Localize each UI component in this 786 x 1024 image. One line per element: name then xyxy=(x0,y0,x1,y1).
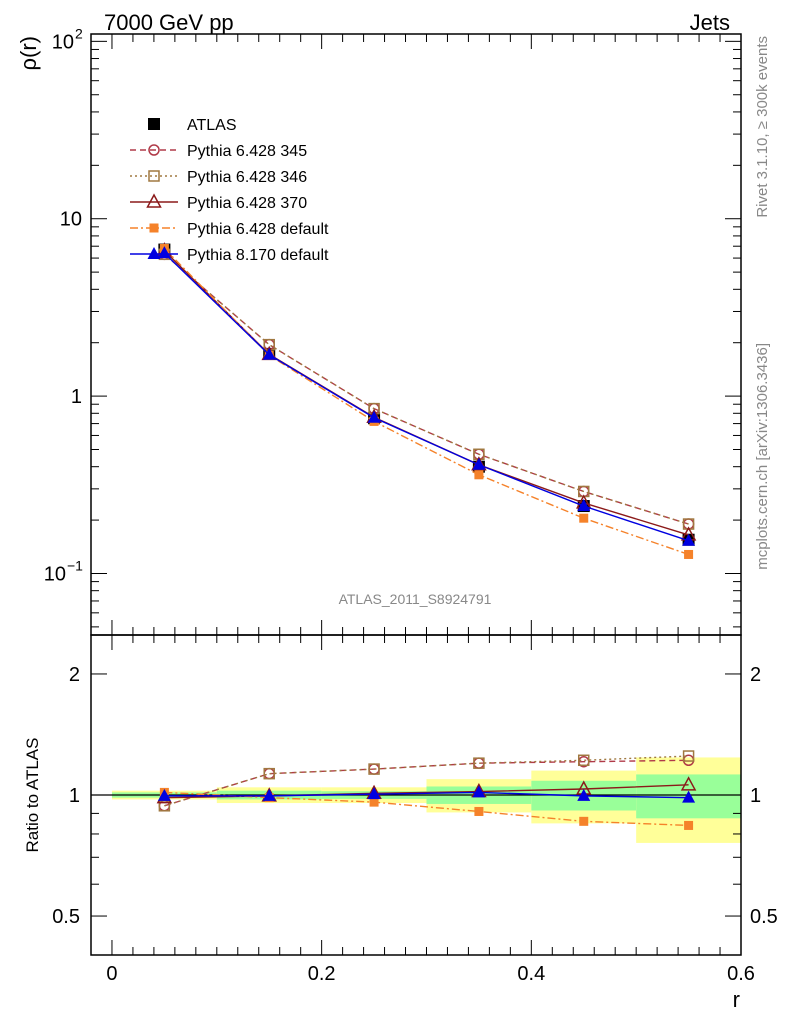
main-y-tick-exponent-0: −1 xyxy=(67,557,83,573)
legend-marker-pythia-6-428-346 xyxy=(148,170,160,182)
main-point-pythia-8-170-default-1 xyxy=(262,347,276,360)
ratio-point-pythia-6-428-346-3 xyxy=(473,757,485,769)
legend-marker-pythia-6-428-345 xyxy=(148,144,160,156)
header-left-title: 7000 GeV pp xyxy=(104,10,234,35)
main-line-pythia-6-428-345 xyxy=(163,253,689,525)
main-series-pythia-6-428-370 xyxy=(156,242,697,541)
ratio-uncertainty-bands xyxy=(111,757,741,843)
ratio-point-pythia-8-170-default-3 xyxy=(472,785,486,798)
analysis-label: ATLAS_2011_S8924791 xyxy=(339,591,492,607)
x-tick-label-2: 0.4 xyxy=(517,963,545,985)
ratio-point-pythia-8-170-default-2 xyxy=(367,787,381,800)
ratio-point-pythia-8-170-default-4 xyxy=(577,788,591,801)
main-line-pythia-6-428-370 xyxy=(163,250,689,536)
ratio-y-tick-label-right-0: 0.5 xyxy=(750,906,778,928)
main-point-pythia-8-170-default-0 xyxy=(157,246,171,259)
ratio-point-pythia-6-428-346-5 xyxy=(682,750,695,762)
legend-marker-pythia-6-428-default xyxy=(149,223,159,233)
main-y-tick-base: 10 xyxy=(52,31,74,53)
x-tick-label-0: 0 xyxy=(106,963,117,985)
ratio-point-pythia-6-428-346-4 xyxy=(577,754,590,767)
ratio-point-pythia-6-428-370-5 xyxy=(680,776,697,791)
series-layer xyxy=(156,242,697,830)
x-axis-label: r xyxy=(733,987,740,1012)
legend-entry-pythia-6-428-345: Pythia 6.428 345 xyxy=(130,143,307,160)
ratio-y-tick-label-right-1: 1 xyxy=(750,785,761,807)
main-series-pythia-6-428-346 xyxy=(158,248,695,530)
main-y-tick-label-0: 10 xyxy=(44,563,66,585)
legend-label-pythia-8-170-default: Pythia 8.170 default xyxy=(187,247,329,264)
ratio-line-pythia-8-170-default xyxy=(164,791,689,799)
ratio-y-axis-label: Ratio to ATLAS xyxy=(23,738,42,853)
ratio-y-tick-label-left-1: 1 xyxy=(69,785,80,807)
ratio-series-pythia-8-170-default xyxy=(157,785,696,803)
ratio-point-pythia-6-428-346-2 xyxy=(368,763,380,775)
legend-label-pythia-6-428-370: Pythia 6.428 370 xyxy=(187,195,307,212)
main-point-pythia-6-428-default-5 xyxy=(684,549,694,559)
x-tick-label-3: 0.6 xyxy=(727,963,755,985)
legend-entry-pythia-6-428-346: Pythia 6.428 346 xyxy=(130,169,307,186)
main-y-tick-label-1: 1 xyxy=(71,386,82,408)
legend-label-atlas: ATLAS xyxy=(187,117,237,134)
legend: ATLAS Pythia 6.428 345 Pythia 6.428 346 Pyt… xyxy=(130,117,329,264)
main-y-axis-label: ρ(r) xyxy=(16,36,41,71)
ratio-point-pythia-8-170-default-5 xyxy=(682,790,696,803)
mcplots-label: mcplots.cern.ch [arXiv:1306.3436] xyxy=(754,343,771,570)
main-series-atlas xyxy=(158,243,695,546)
ratio-line-pythia-6-428-default xyxy=(164,791,689,827)
main-y-tick-label-3: 10 xyxy=(52,31,74,53)
header-right-title: Jets xyxy=(690,10,730,35)
legend-entry-pythia-6-428-370: Pythia 6.428 370 xyxy=(130,193,307,212)
main-y-tick-label-2: 10 xyxy=(60,209,82,231)
main-point-pythia-6-428-default-3 xyxy=(474,470,484,480)
rivet-label: Rivet 3.1.10, ≥ 300k events xyxy=(754,36,771,218)
main-point-pythia-6-428-default-4 xyxy=(579,513,589,523)
main-point-pythia-8-170-default-5 xyxy=(682,533,696,546)
main-line-pythia-8-170-default xyxy=(163,252,689,542)
legend-label-pythia-6-428-default: Pythia 6.428 default xyxy=(187,221,329,238)
main-y-tick-base: 10 xyxy=(44,563,66,585)
legend-label-pythia-6-428-346: Pythia 6.428 346 xyxy=(187,169,307,186)
ratio-y-tick-label-right-2: 2 xyxy=(750,664,761,686)
ratio-point-pythia-6-428-default-3 xyxy=(474,806,484,816)
main-series-pythia-8-170-default xyxy=(157,246,696,546)
main-point-pythia-8-170-default-2 xyxy=(367,410,381,423)
ratio-y-tick-label-left-0: 0.5 xyxy=(52,906,80,928)
ratio-point-pythia-6-428-default-4 xyxy=(579,816,589,826)
ratio-point-pythia-6-428-default-2 xyxy=(369,797,379,807)
ratio-point-pythia-6-428-default-5 xyxy=(684,820,694,830)
ratio-point-pythia-6-428-346-1 xyxy=(263,767,275,780)
main-series-pythia-6-428-345 xyxy=(158,248,695,530)
legend-label-pythia-6-428-345: Pythia 6.428 345 xyxy=(187,143,307,160)
main-line-pythia-6-428-346 xyxy=(163,253,689,525)
legend-entry-pythia-8-170-default: Pythia 8.170 default xyxy=(130,247,329,264)
ratio-point-pythia-8-170-default-1 xyxy=(262,788,276,801)
legend-entry-atlas: ATLAS xyxy=(148,117,237,134)
main-line-pythia-6-428-default xyxy=(163,247,689,556)
ratio-point-pythia-8-170-default-0 xyxy=(157,788,171,801)
legend-marker-pythia-6-428-370 xyxy=(146,193,162,208)
main-y-tick-exponent-3: 2 xyxy=(75,25,83,41)
legend-marker-atlas xyxy=(148,118,160,130)
legend-entry-pythia-6-428-default: Pythia 6.428 default xyxy=(130,221,329,238)
legend-marker-pythia-8-170-default xyxy=(147,247,161,259)
main-point-pythia-8-170-default-4 xyxy=(577,499,591,512)
x-tick-label-1: 0.2 xyxy=(308,963,336,985)
ratio-y-tick-label-left-2: 2 xyxy=(69,664,80,686)
main-point-pythia-8-170-default-3 xyxy=(472,457,486,470)
ratio-line-pythia-6-428-346 xyxy=(164,755,689,807)
